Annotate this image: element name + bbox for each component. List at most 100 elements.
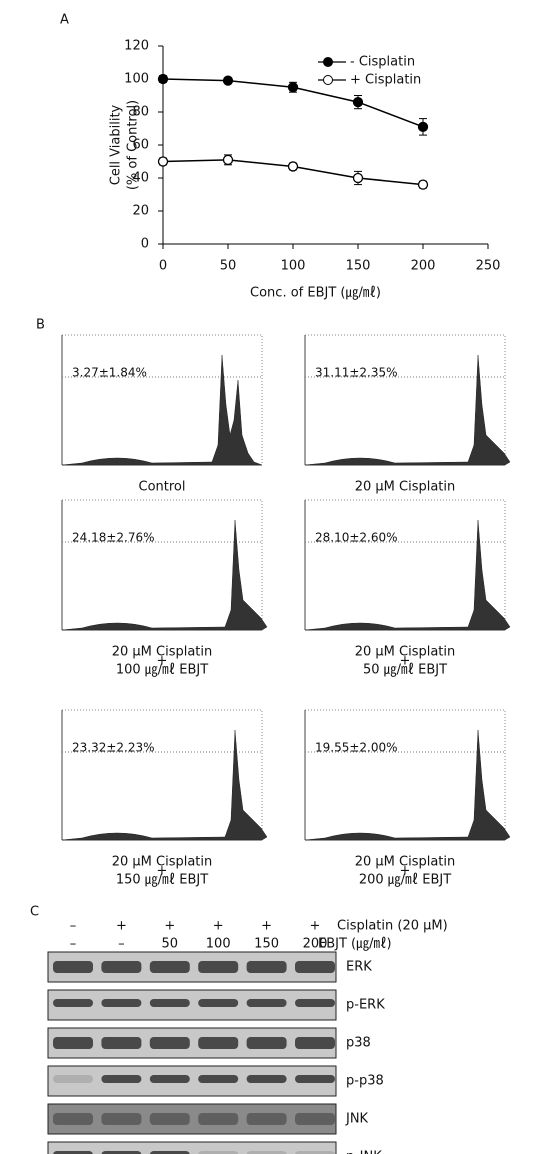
panel-label: C	[30, 905, 39, 920]
histogram-shape	[61, 354, 263, 466]
blot-band	[198, 1037, 239, 1049]
gate-percentage: 23.32±2.23%	[72, 741, 155, 755]
blot-label: p38	[346, 1036, 371, 1051]
y-tick-label: 100	[124, 72, 149, 87]
caption-plus: +	[400, 654, 411, 669]
x-tick-label: 200	[411, 259, 436, 274]
blot-membrane	[47, 1103, 337, 1135]
legend-marker	[323, 75, 333, 85]
ebjt-label: EBJT (㎍/㎖)	[318, 937, 392, 952]
blot-band	[295, 1075, 335, 1083]
cisplatin-sign: +	[213, 919, 224, 934]
cisplatin-label: Cisplatin (20 μM)	[337, 919, 448, 934]
blot-membrane	[47, 989, 337, 1021]
data-point	[417, 179, 429, 190]
data-point	[287, 82, 299, 93]
x-tick-label: 50	[220, 259, 237, 274]
histogram-shape	[304, 729, 511, 841]
blot-band	[198, 1151, 239, 1154]
blot-label: p-JNK	[346, 1150, 382, 1154]
blot-label: JNK	[345, 1112, 369, 1127]
blot-band	[101, 1037, 142, 1049]
y-tick-label: 80	[132, 105, 149, 120]
ebjt-dose: –	[70, 937, 77, 952]
gate-percentage: 31.11±2.35%	[315, 366, 398, 380]
blot-band	[295, 1037, 335, 1049]
caption: 200 ㎍/㎖ EBJT	[359, 873, 451, 888]
blot-label: p-ERK	[346, 998, 385, 1013]
caption: 100 ㎍/㎖ EBJT	[116, 663, 208, 678]
cisplatin-sign: +	[261, 919, 272, 934]
histogram-shape	[304, 519, 511, 631]
blot-band	[149, 1075, 190, 1083]
histogram-shape	[304, 354, 511, 466]
caption: 20 μM Cisplatin	[355, 855, 456, 870]
y-tick-label: 40	[132, 171, 149, 186]
x-tick-label: 0	[159, 259, 167, 274]
legend-label: - Cisplatin	[350, 55, 415, 70]
blot-band	[101, 1075, 142, 1083]
gate-percentage: 19.55±2.00%	[315, 741, 398, 755]
blot-band	[295, 1151, 335, 1154]
data-point	[157, 156, 169, 167]
panel-label: B	[36, 318, 45, 333]
caption: 50 ㎍/㎖ EBJT	[363, 663, 447, 678]
blot-band	[246, 1113, 287, 1125]
histogram-shape	[61, 729, 268, 841]
caption: 20 μM Cisplatin	[112, 645, 213, 660]
caption-plus: +	[157, 864, 168, 879]
blot-band	[198, 1075, 239, 1083]
blot-membrane	[47, 951, 337, 983]
caption: 20 μM Cisplatin	[112, 855, 213, 870]
x-tick-label: 250	[476, 259, 501, 274]
blot-label: p-p38	[346, 1074, 384, 1089]
blot-band	[149, 961, 190, 973]
y-tick-label: 0	[141, 237, 149, 252]
blot-band	[149, 999, 190, 1007]
blot-band	[53, 1113, 93, 1125]
cisplatin-sign: +	[310, 919, 321, 934]
cisplatin-sign: +	[164, 919, 175, 934]
data-point	[417, 121, 429, 132]
blot-label: ERK	[346, 960, 372, 975]
data-point	[222, 75, 234, 86]
blot-band	[53, 999, 93, 1007]
cisplatin-sign: +	[116, 919, 127, 934]
x-tick-label: 100	[281, 259, 306, 274]
caption-plus: +	[400, 864, 411, 879]
blot-band	[53, 1075, 93, 1083]
blot-membrane	[47, 1065, 337, 1097]
blot-band	[198, 999, 239, 1007]
blot-band	[53, 1151, 93, 1154]
legend-marker	[323, 57, 333, 67]
ebjt-dose: 200	[303, 937, 328, 952]
blot-band	[198, 1113, 239, 1125]
blot-band	[149, 1037, 190, 1049]
gate-percentage: 28.10±2.60%	[315, 531, 398, 545]
x-axis-label: Conc. of EBJT (㎍/㎖)	[250, 286, 381, 301]
y-tick-label: 20	[132, 204, 149, 219]
blot-band	[246, 999, 287, 1007]
histogram-shape	[61, 519, 268, 631]
gate-percentage: 24.18±2.76%	[72, 531, 155, 545]
ebjt-dose: –	[118, 937, 125, 952]
blot-band	[101, 1113, 142, 1125]
caption-plus: +	[157, 654, 168, 669]
blot-band	[101, 1151, 142, 1154]
caption: 150 ㎍/㎖ EBJT	[116, 873, 208, 888]
ebjt-dose: 50	[162, 937, 179, 952]
caption: 20 μM Cisplatin	[355, 645, 456, 660]
y-axis-label: (% of Control)	[126, 100, 141, 190]
y-tick-label: 120	[124, 39, 149, 54]
legend-label: + Cisplatin	[350, 73, 421, 88]
x-tick-label: 150	[346, 259, 371, 274]
data-point	[222, 154, 234, 166]
gate-percentage: 3.27±1.84%	[72, 366, 147, 380]
data-point	[352, 172, 364, 184]
blot-band	[295, 961, 335, 973]
blot-band	[149, 1151, 190, 1154]
blot-band	[246, 1037, 287, 1049]
data-point	[352, 96, 364, 108]
ebjt-dose: 100	[206, 937, 231, 952]
